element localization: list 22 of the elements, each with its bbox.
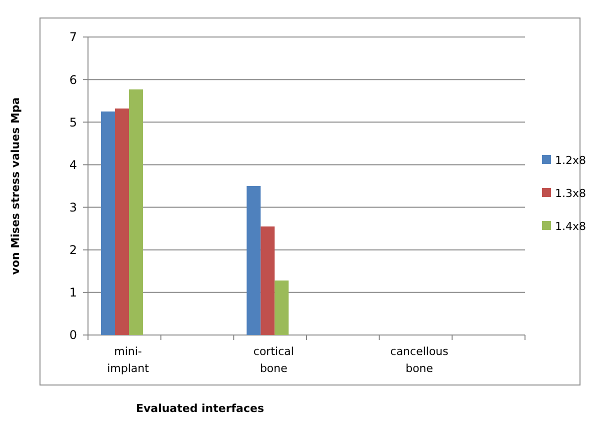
bar [101,112,115,335]
legend-label: 1.4x8 [555,220,586,233]
bar [274,280,289,335]
x-tick-label: mini-implant [107,345,150,375]
x-tick-label: cortical bone [253,345,294,375]
legend-label: 1.3x8 [555,186,586,200]
y-tick-label: 5 [69,115,77,130]
bar [260,226,275,335]
y-tick-label: 3 [69,200,77,214]
y-tick-label: 4 [69,158,77,172]
x-axis-title: Evaluated interfaces [136,402,264,415]
bar [115,108,129,335]
y-tick-label: 1 [69,286,77,300]
y-tick-label: 7 [69,30,77,44]
x-tick-label: cancellous bone [390,345,449,375]
bar [129,89,143,335]
y-tick-label: 2 [69,243,77,258]
bar [246,186,261,335]
y-tick-label: 0 [69,328,77,342]
y-tick-label: 6 [69,72,77,87]
y-axis-title: von Mises stress values Mpa [9,97,22,275]
legend-label: 1.2x8 [555,154,586,167]
